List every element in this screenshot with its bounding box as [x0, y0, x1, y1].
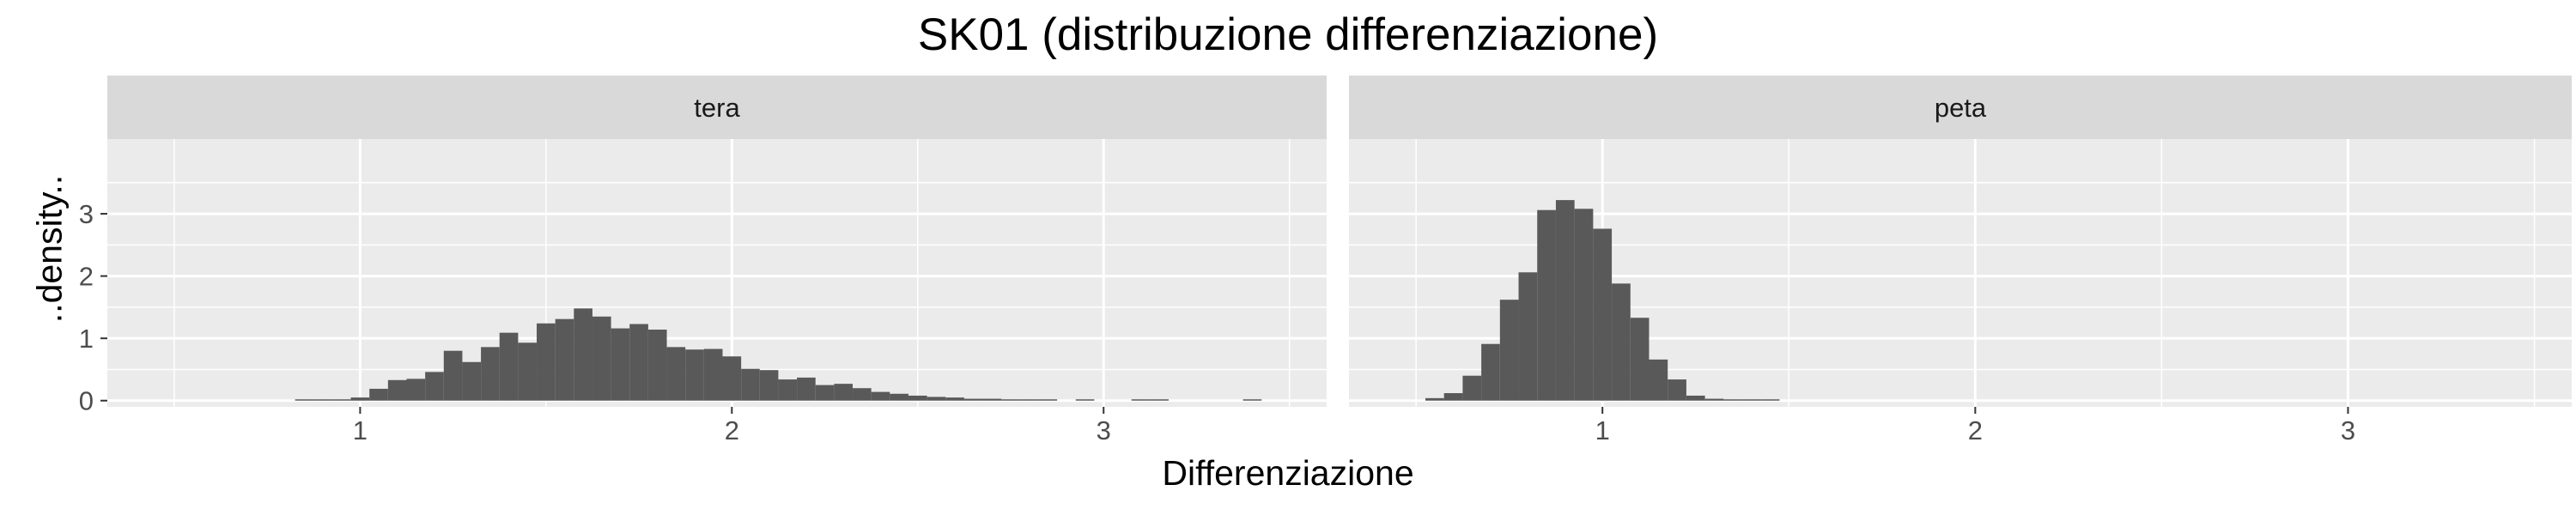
histogram-bar: [945, 397, 964, 401]
histogram-bar: [1075, 399, 1095, 401]
histogram-bar: [853, 388, 872, 401]
histogram-bar: [778, 379, 798, 401]
y-tick-label: 2: [79, 262, 94, 292]
histogram-bar: [1649, 359, 1668, 401]
histogram-bar: [1555, 200, 1575, 401]
histogram-bar: [666, 347, 686, 401]
x-tick-label: 1: [1595, 415, 1610, 445]
histogram-bar: [908, 395, 927, 401]
histogram-bar: [834, 384, 854, 401]
histogram-bar: [741, 368, 760, 401]
histogram-bar: [927, 397, 946, 401]
histogram-bar: [871, 391, 890, 401]
histogram-bar: [462, 361, 482, 401]
histogram-bar: [443, 350, 463, 401]
histogram-bar: [331, 399, 351, 401]
histogram-bar: [574, 308, 592, 401]
histogram-bar: [797, 377, 816, 401]
histogram-bar: [1612, 283, 1631, 401]
histogram-bar: [592, 316, 611, 401]
facet-strip: [107, 76, 1327, 139]
histogram-bar: [1462, 375, 1482, 401]
histogram-bar: [425, 372, 444, 401]
histogram-bar: [1668, 379, 1686, 401]
x-tick-label: 1: [353, 415, 368, 445]
histogram-bar: [759, 370, 779, 401]
histogram-bar: [890, 393, 908, 401]
histogram-bar: [387, 379, 407, 401]
histogram-bar: [1499, 300, 1519, 401]
facet-strip: [1349, 76, 2572, 139]
histogram-bar: [647, 330, 667, 401]
y-tick-label: 3: [79, 199, 94, 229]
histogram-bar: [1686, 395, 1705, 401]
histogram-bar: [481, 347, 500, 401]
x-axis-label: Differenziazione: [1162, 453, 1414, 493]
histogram-bar: [982, 398, 1002, 401]
histogram-bar: [1131, 399, 1151, 401]
histogram-bar: [406, 379, 426, 401]
x-tick-label: 3: [2341, 415, 2355, 445]
histogram-bar: [1443, 393, 1463, 401]
histogram-bar: [685, 349, 704, 401]
histogram-bar: [555, 318, 574, 401]
x-tick-label: 2: [1968, 415, 1983, 445]
histogram-bar: [1537, 209, 1556, 401]
histogram-bar: [963, 398, 983, 401]
histogram-bar: [611, 328, 630, 401]
histogram-bar: [1038, 399, 1058, 401]
y-tick-label: 0: [79, 386, 94, 416]
histogram-bar: [1150, 399, 1170, 401]
facet-strip-label: tera: [694, 93, 740, 123]
histogram-bar: [815, 385, 835, 401]
histogram-bar: [537, 323, 556, 401]
histogram-bar: [1574, 209, 1594, 401]
histogram-bar: [1425, 397, 1444, 401]
histogram-bar: [1704, 398, 1724, 401]
histogram-bar: [499, 332, 519, 401]
histogram-bar: [1518, 272, 1538, 401]
histogram-bar: [1630, 318, 1649, 401]
histogram-bar: [722, 356, 742, 401]
x-tick-label: 3: [1097, 415, 1111, 445]
histogram-bar: [1593, 228, 1613, 401]
histogram-bar: [1001, 399, 1020, 401]
histogram-bar: [1742, 399, 1761, 401]
histogram-bar: [629, 324, 648, 401]
histogram-bar: [1760, 399, 1780, 401]
x-tick-label: 2: [725, 415, 739, 445]
histogram-bar: [1481, 343, 1500, 401]
histogram-bar: [369, 388, 388, 401]
facet-panel-tera: tera 1 2 3 0 1 2 3: [79, 76, 1327, 445]
histogram-bar: [295, 399, 314, 401]
chart-title: SK01 (distribuzione differenziazione): [917, 9, 1659, 60]
facet-panel-peta: peta 1 2 3: [1349, 76, 2572, 445]
histogram-bar: [1019, 399, 1039, 401]
histogram-bar: [313, 399, 332, 401]
y-tick-label: 1: [79, 324, 94, 354]
facet-strip-label: peta: [1935, 93, 1987, 123]
histogram-bar: [703, 348, 723, 401]
histogram-bar: [350, 397, 370, 401]
histogram-bar: [518, 342, 538, 401]
histogram-bar: [1242, 399, 1262, 401]
histogram-bar: [1723, 399, 1743, 401]
